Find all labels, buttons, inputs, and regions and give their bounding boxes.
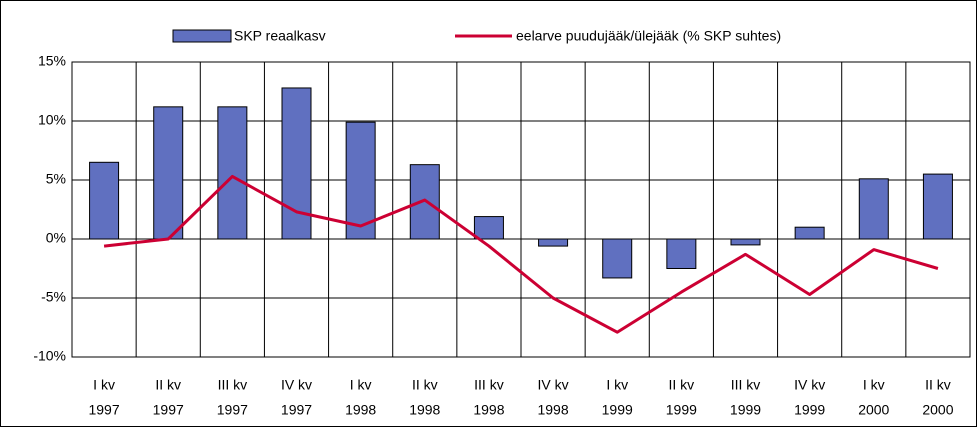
x-tick-label: 1997 <box>217 402 248 418</box>
x-tick-label: II kv <box>412 377 438 393</box>
bar <box>153 106 184 240</box>
bar <box>602 238 633 279</box>
line <box>103 174 939 334</box>
x-tick-label: I kv <box>606 377 628 393</box>
x-tick-label: I kv <box>350 377 372 393</box>
x-tick-label: 1997 <box>153 402 184 418</box>
x-tick-label: 1998 <box>473 402 504 418</box>
y-tick-label: -5% <box>41 289 66 305</box>
bar <box>538 238 569 247</box>
x-tick-label: I kv <box>863 377 885 393</box>
bar <box>858 178 889 240</box>
x-tick-label: III kv <box>731 377 761 393</box>
bar <box>473 216 504 240</box>
x-tick-label: 1998 <box>537 402 568 418</box>
bar <box>922 173 953 240</box>
legend-label: eelarve puudujääk/ülejääk (% SKP suhtes) <box>516 28 781 44</box>
x-tick-label: 1999 <box>794 402 825 418</box>
bar <box>345 121 376 240</box>
bar <box>89 161 120 240</box>
y-tick-label: 10% <box>38 112 66 128</box>
y-tick-label: 5% <box>46 171 66 187</box>
x-tick-label: 2000 <box>922 402 953 418</box>
legend-label: SKP reaalkasv <box>234 28 326 44</box>
legend-swatch <box>172 29 232 43</box>
bar <box>730 238 761 246</box>
y-tick-label: 0% <box>46 230 66 246</box>
x-tick-label: 1997 <box>88 402 119 418</box>
x-tick-label: 1998 <box>345 402 376 418</box>
x-tick-label: II kv <box>925 377 951 393</box>
x-tick-label: 1999 <box>666 402 697 418</box>
x-tick-label: 1999 <box>602 402 633 418</box>
x-tick-label: IV kv <box>281 377 312 393</box>
x-tick-label: 1999 <box>730 402 761 418</box>
x-tick-label: III kv <box>474 377 504 393</box>
x-tick-label: 1997 <box>281 402 312 418</box>
x-tick-label: 2000 <box>858 402 889 418</box>
x-tick-label: IV kv <box>794 377 825 393</box>
y-tick-label: 15% <box>38 53 66 69</box>
x-tick-label: I kv <box>93 377 115 393</box>
y-tick-label: -10% <box>33 348 66 364</box>
x-tick-label: 1998 <box>409 402 440 418</box>
bar <box>794 226 825 240</box>
x-tick-label: IV kv <box>538 377 569 393</box>
x-tick-label: III kv <box>218 377 248 393</box>
bar <box>666 238 697 269</box>
x-tick-label: II kv <box>669 377 695 393</box>
x-tick-label: II kv <box>155 377 181 393</box>
bar <box>217 106 248 240</box>
bar <box>281 87 312 240</box>
